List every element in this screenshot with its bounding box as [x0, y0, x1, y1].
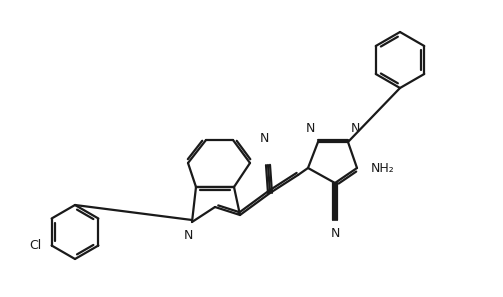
Text: N: N: [330, 227, 340, 240]
Text: N: N: [351, 122, 360, 135]
Text: N: N: [183, 229, 193, 242]
Text: NH₂: NH₂: [371, 162, 395, 175]
Text: Cl: Cl: [29, 239, 42, 252]
Text: N: N: [260, 132, 269, 145]
Text: N: N: [306, 122, 315, 135]
